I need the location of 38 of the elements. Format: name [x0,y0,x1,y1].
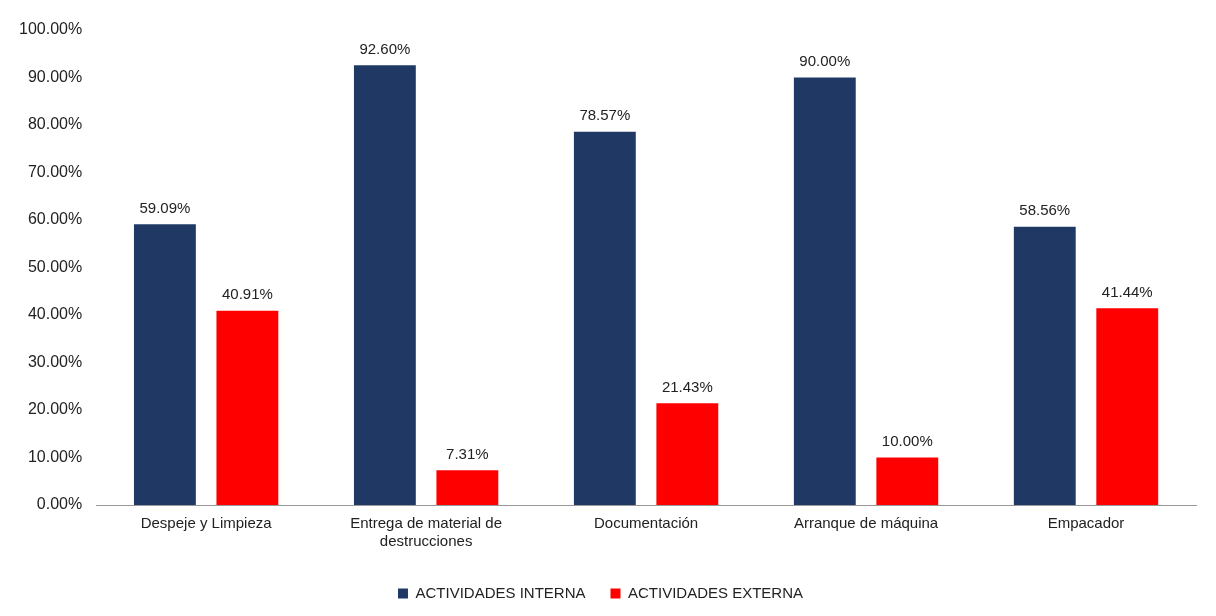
bar [656,403,719,505]
x-tick-label: Arranque de máquina [793,514,939,532]
x-tick-label: Despeje y Limpieza [140,514,273,532]
y-tick-label: 70.00% [27,162,83,180]
data-label: 58.56% [1019,201,1071,219]
bar [573,131,636,505]
data-label: 7.31% [446,444,489,462]
legend-label: ACTIVIDADES EXTERNA [628,583,804,601]
bar [1096,308,1159,505]
bar [793,77,856,505]
data-label: 78.57% [579,106,631,124]
y-tick-label: 20.00% [27,400,83,418]
y-tick-label: 50.00% [27,257,83,275]
y-tick-label: 100.00% [18,20,83,38]
data-label: 40.91% [221,285,273,303]
bar [133,224,196,505]
x-tick-label: Empacador [1047,514,1125,532]
data-label: 59.09% [139,198,191,216]
data-label: 92.60% [359,39,411,57]
data-label: 10.00% [881,432,933,450]
bar [876,457,939,505]
y-tick-label: 80.00% [27,115,83,133]
bar [436,470,499,505]
y-tick-label: 40.00% [27,305,83,323]
y-tick-label: 0.00% [36,495,83,513]
x-tick-label: Entrega de material de destrucciones [350,514,502,550]
bar [353,65,416,505]
data-label: 41.44% [1101,282,1153,300]
x-tick-label: Documentación [593,514,699,532]
y-tick-label: 30.00% [27,352,83,370]
y-tick-label: 90.00% [27,67,83,85]
data-label: 21.43% [661,377,713,395]
y-tick-label: 10.00% [27,447,83,465]
legend-label: ACTIVIDADES INTERNA [415,583,586,601]
data-label: 90.00% [799,52,851,70]
y-tick-label: 60.00% [27,210,83,228]
bar [216,310,279,505]
bar [1013,226,1076,505]
